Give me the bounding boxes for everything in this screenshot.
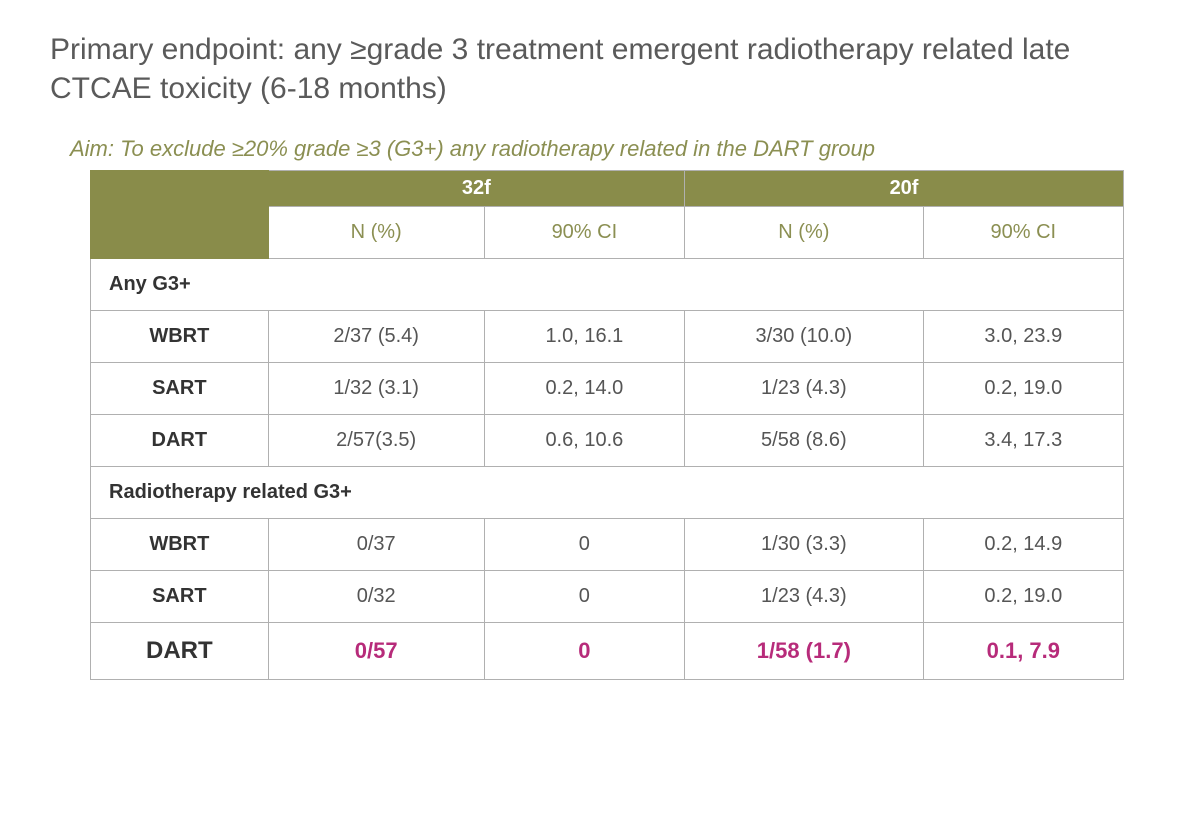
header-group-32f: 32f <box>268 171 684 207</box>
page-title: Primary endpoint: any ≥grade 3 treatment… <box>50 30 1150 108</box>
cell: 1/32 (3.1) <box>268 363 484 415</box>
toxicity-table: 32f 20f N (%) 90% CI N (%) 90% CI Any G3… <box>90 170 1124 680</box>
cell: 0 <box>484 519 684 571</box>
cell: 0/57 <box>268 623 484 680</box>
subhead-ci-20f: 90% CI <box>923 207 1123 259</box>
cell: 1/58 (1.7) <box>685 623 924 680</box>
table-row: SART0/3201/23 (4.3)0.2, 19.0 <box>91 571 1124 623</box>
cell: 3/30 (10.0) <box>685 311 924 363</box>
cell: 3.0, 23.9 <box>923 311 1123 363</box>
table-row: DART2/57(3.5)0.6, 10.65/58 (8.6)3.4, 17.… <box>91 415 1124 467</box>
table-body: Any G3+WBRT2/37 (5.4)1.0, 16.13/30 (10.0… <box>91 259 1124 680</box>
cell: 0.1, 7.9 <box>923 623 1123 680</box>
header-group-20f: 20f <box>685 171 1124 207</box>
table-row: WBRT2/37 (5.4)1.0, 16.13/30 (10.0)3.0, 2… <box>91 311 1124 363</box>
cell: 5/58 (8.6) <box>685 415 924 467</box>
cell: 1/23 (4.3) <box>685 363 924 415</box>
cell: 0 <box>484 623 684 680</box>
cell: 0 <box>484 571 684 623</box>
header-corner <box>91 171 269 259</box>
table-row: SART1/32 (3.1)0.2, 14.01/23 (4.3)0.2, 19… <box>91 363 1124 415</box>
section-label: Radiotherapy related G3+ <box>91 467 1124 519</box>
cell: 2/37 (5.4) <box>268 311 484 363</box>
cell: 0/37 <box>268 519 484 571</box>
cell: 3.4, 17.3 <box>923 415 1123 467</box>
cell: 0.6, 10.6 <box>484 415 684 467</box>
row-label: SART <box>91 571 269 623</box>
cell: 2/57(3.5) <box>268 415 484 467</box>
cell: 1/23 (4.3) <box>685 571 924 623</box>
cell: 0/32 <box>268 571 484 623</box>
row-label: DART <box>91 623 269 680</box>
row-label: DART <box>91 415 269 467</box>
cell: 0.2, 14.9 <box>923 519 1123 571</box>
cell: 1/30 (3.3) <box>685 519 924 571</box>
row-label: SART <box>91 363 269 415</box>
subhead-ci-32f: 90% CI <box>484 207 684 259</box>
table-row: DART0/5701/58 (1.7)0.1, 7.9 <box>91 623 1124 680</box>
row-label: WBRT <box>91 311 269 363</box>
cell: 1.0, 16.1 <box>484 311 684 363</box>
row-label: WBRT <box>91 519 269 571</box>
subhead-n-32f: N (%) <box>268 207 484 259</box>
subhead-n-20f: N (%) <box>685 207 924 259</box>
table-row: WBRT0/3701/30 (3.3)0.2, 14.9 <box>91 519 1124 571</box>
section-label: Any G3+ <box>91 259 1124 311</box>
aim-text: Aim: To exclude ≥20% grade ≥3 (G3+) any … <box>70 136 1150 162</box>
cell: 0.2, 19.0 <box>923 363 1123 415</box>
cell: 0.2, 14.0 <box>484 363 684 415</box>
cell: 0.2, 19.0 <box>923 571 1123 623</box>
